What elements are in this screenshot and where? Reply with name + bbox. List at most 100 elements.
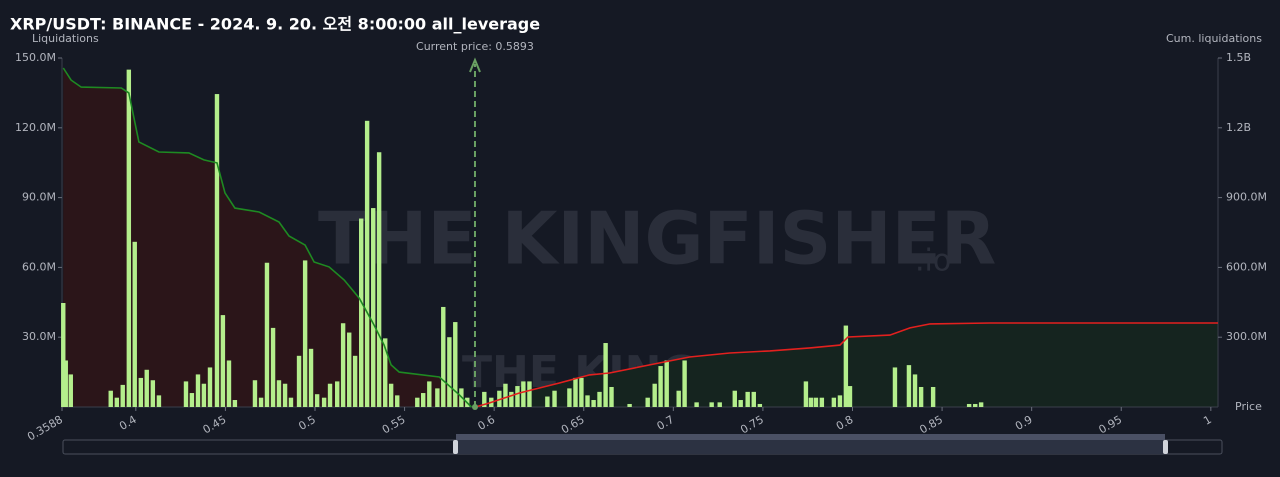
bar <box>808 397 814 407</box>
current-price-label: Current price: 0.5893 <box>416 40 534 53</box>
bar <box>682 360 687 407</box>
bar <box>597 391 602 407</box>
bar <box>567 388 572 407</box>
bar <box>751 391 756 407</box>
bar <box>918 386 924 407</box>
y2-tick-label: 1.5B <box>1226 51 1251 64</box>
current-price-arrow <box>469 57 481 73</box>
y-tick-label: 90.0M <box>22 191 56 204</box>
current-price-dot <box>471 404 478 410</box>
bar <box>189 393 195 407</box>
bar <box>552 390 557 407</box>
bar <box>709 402 714 407</box>
bar <box>270 327 276 407</box>
bar <box>503 383 508 407</box>
bar <box>427 381 432 407</box>
bar <box>837 395 843 407</box>
scrollbar[interactable] <box>62 434 1223 455</box>
bar <box>813 397 819 407</box>
bar <box>732 390 737 407</box>
bar <box>314 394 320 407</box>
bar <box>220 315 226 407</box>
bar <box>282 383 288 407</box>
bar <box>627 403 632 407</box>
bar <box>843 325 849 407</box>
scrollbar-handle[interactable] <box>453 440 458 454</box>
bar <box>509 391 514 407</box>
bar <box>321 397 327 407</box>
bar <box>579 377 584 407</box>
bar <box>912 374 918 407</box>
scrollbar-grip[interactable] <box>456 434 1165 440</box>
bar <box>183 381 189 407</box>
y-tick-label: 60.0M <box>22 260 56 273</box>
bar <box>371 208 376 407</box>
bar <box>288 397 294 407</box>
bar <box>376 152 382 407</box>
bar <box>347 332 352 407</box>
bar <box>803 381 809 407</box>
bar <box>352 355 358 407</box>
bar <box>395 395 400 407</box>
bar <box>453 322 458 407</box>
bar <box>264 262 270 407</box>
bar <box>652 383 657 407</box>
bar <box>973 403 978 407</box>
bar <box>68 374 73 407</box>
bar <box>435 388 440 407</box>
bar <box>694 402 699 407</box>
bar <box>757 403 763 407</box>
watermark-text: THE KINGFISHER <box>318 197 996 281</box>
bar <box>156 395 162 407</box>
bar <box>658 366 663 407</box>
bar <box>132 241 137 407</box>
y2-tick-label: 900.0M <box>1226 191 1267 204</box>
scrollbar-handle[interactable] <box>1163 440 1168 454</box>
bar <box>114 397 120 407</box>
bar <box>296 355 302 407</box>
bar <box>978 402 984 407</box>
bar <box>441 306 446 407</box>
bar <box>609 386 614 407</box>
bar <box>591 400 596 407</box>
bar <box>232 400 238 407</box>
bar <box>302 260 308 407</box>
bar <box>201 383 207 407</box>
bar <box>195 374 201 407</box>
bar <box>226 360 232 407</box>
bar <box>108 390 113 407</box>
plot: 30.0M 60.0M 90.0M 120.0M 150.0M 300.0M 600.0M 9… <box>15 51 1267 443</box>
bar <box>258 397 264 407</box>
bar <box>585 395 590 407</box>
bar <box>120 384 125 407</box>
bar <box>61 302 66 407</box>
bar <box>831 397 837 407</box>
line <box>62 67 472 408</box>
bar <box>515 386 520 407</box>
bar <box>573 377 578 407</box>
bar <box>335 381 340 407</box>
bar <box>383 338 388 407</box>
bar <box>359 218 364 407</box>
line <box>475 322 1218 408</box>
y2-tick-label: 300.0M <box>1226 330 1267 343</box>
bar <box>388 383 394 407</box>
bar <box>482 391 487 407</box>
bar <box>308 348 314 407</box>
y-tick-label: 120.0M <box>15 121 56 134</box>
bar <box>364 120 370 407</box>
x-axis-label: Price <box>1235 400 1262 413</box>
bar <box>717 402 722 407</box>
bar <box>144 369 149 407</box>
bar <box>676 390 681 407</box>
y-tick-label: 150.0M <box>15 51 56 64</box>
scrollbar-thumb[interactable] <box>456 440 1165 454</box>
y2-axis-label: Cum. liquidations <box>1166 32 1262 45</box>
bar <box>645 397 650 407</box>
bar <box>847 386 853 407</box>
y2-tick-label: 600.0M <box>1226 260 1267 273</box>
bar <box>340 323 346 407</box>
bar <box>521 381 526 407</box>
watermark-suffix: .io <box>915 244 951 279</box>
